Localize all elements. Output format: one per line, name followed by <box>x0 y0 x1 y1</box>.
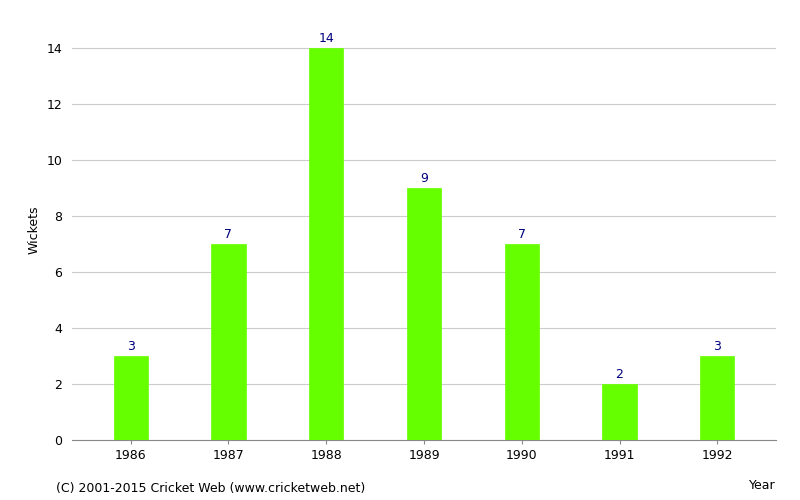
Text: 14: 14 <box>318 32 334 44</box>
Text: 7: 7 <box>225 228 233 240</box>
Text: 3: 3 <box>126 340 134 352</box>
Text: Year: Year <box>750 479 776 492</box>
Bar <box>505 244 539 440</box>
Text: (C) 2001-2015 Cricket Web (www.cricketweb.net): (C) 2001-2015 Cricket Web (www.cricketwe… <box>56 482 366 495</box>
Text: 9: 9 <box>420 172 428 184</box>
Bar <box>407 188 441 440</box>
Bar <box>700 356 734 440</box>
Y-axis label: Wickets: Wickets <box>28 206 41 254</box>
Bar <box>211 244 246 440</box>
Text: 3: 3 <box>714 340 722 352</box>
Text: 7: 7 <box>518 228 526 240</box>
Bar <box>309 48 343 440</box>
Bar <box>114 356 148 440</box>
Bar <box>602 384 637 440</box>
Text: 2: 2 <box>616 368 623 380</box>
